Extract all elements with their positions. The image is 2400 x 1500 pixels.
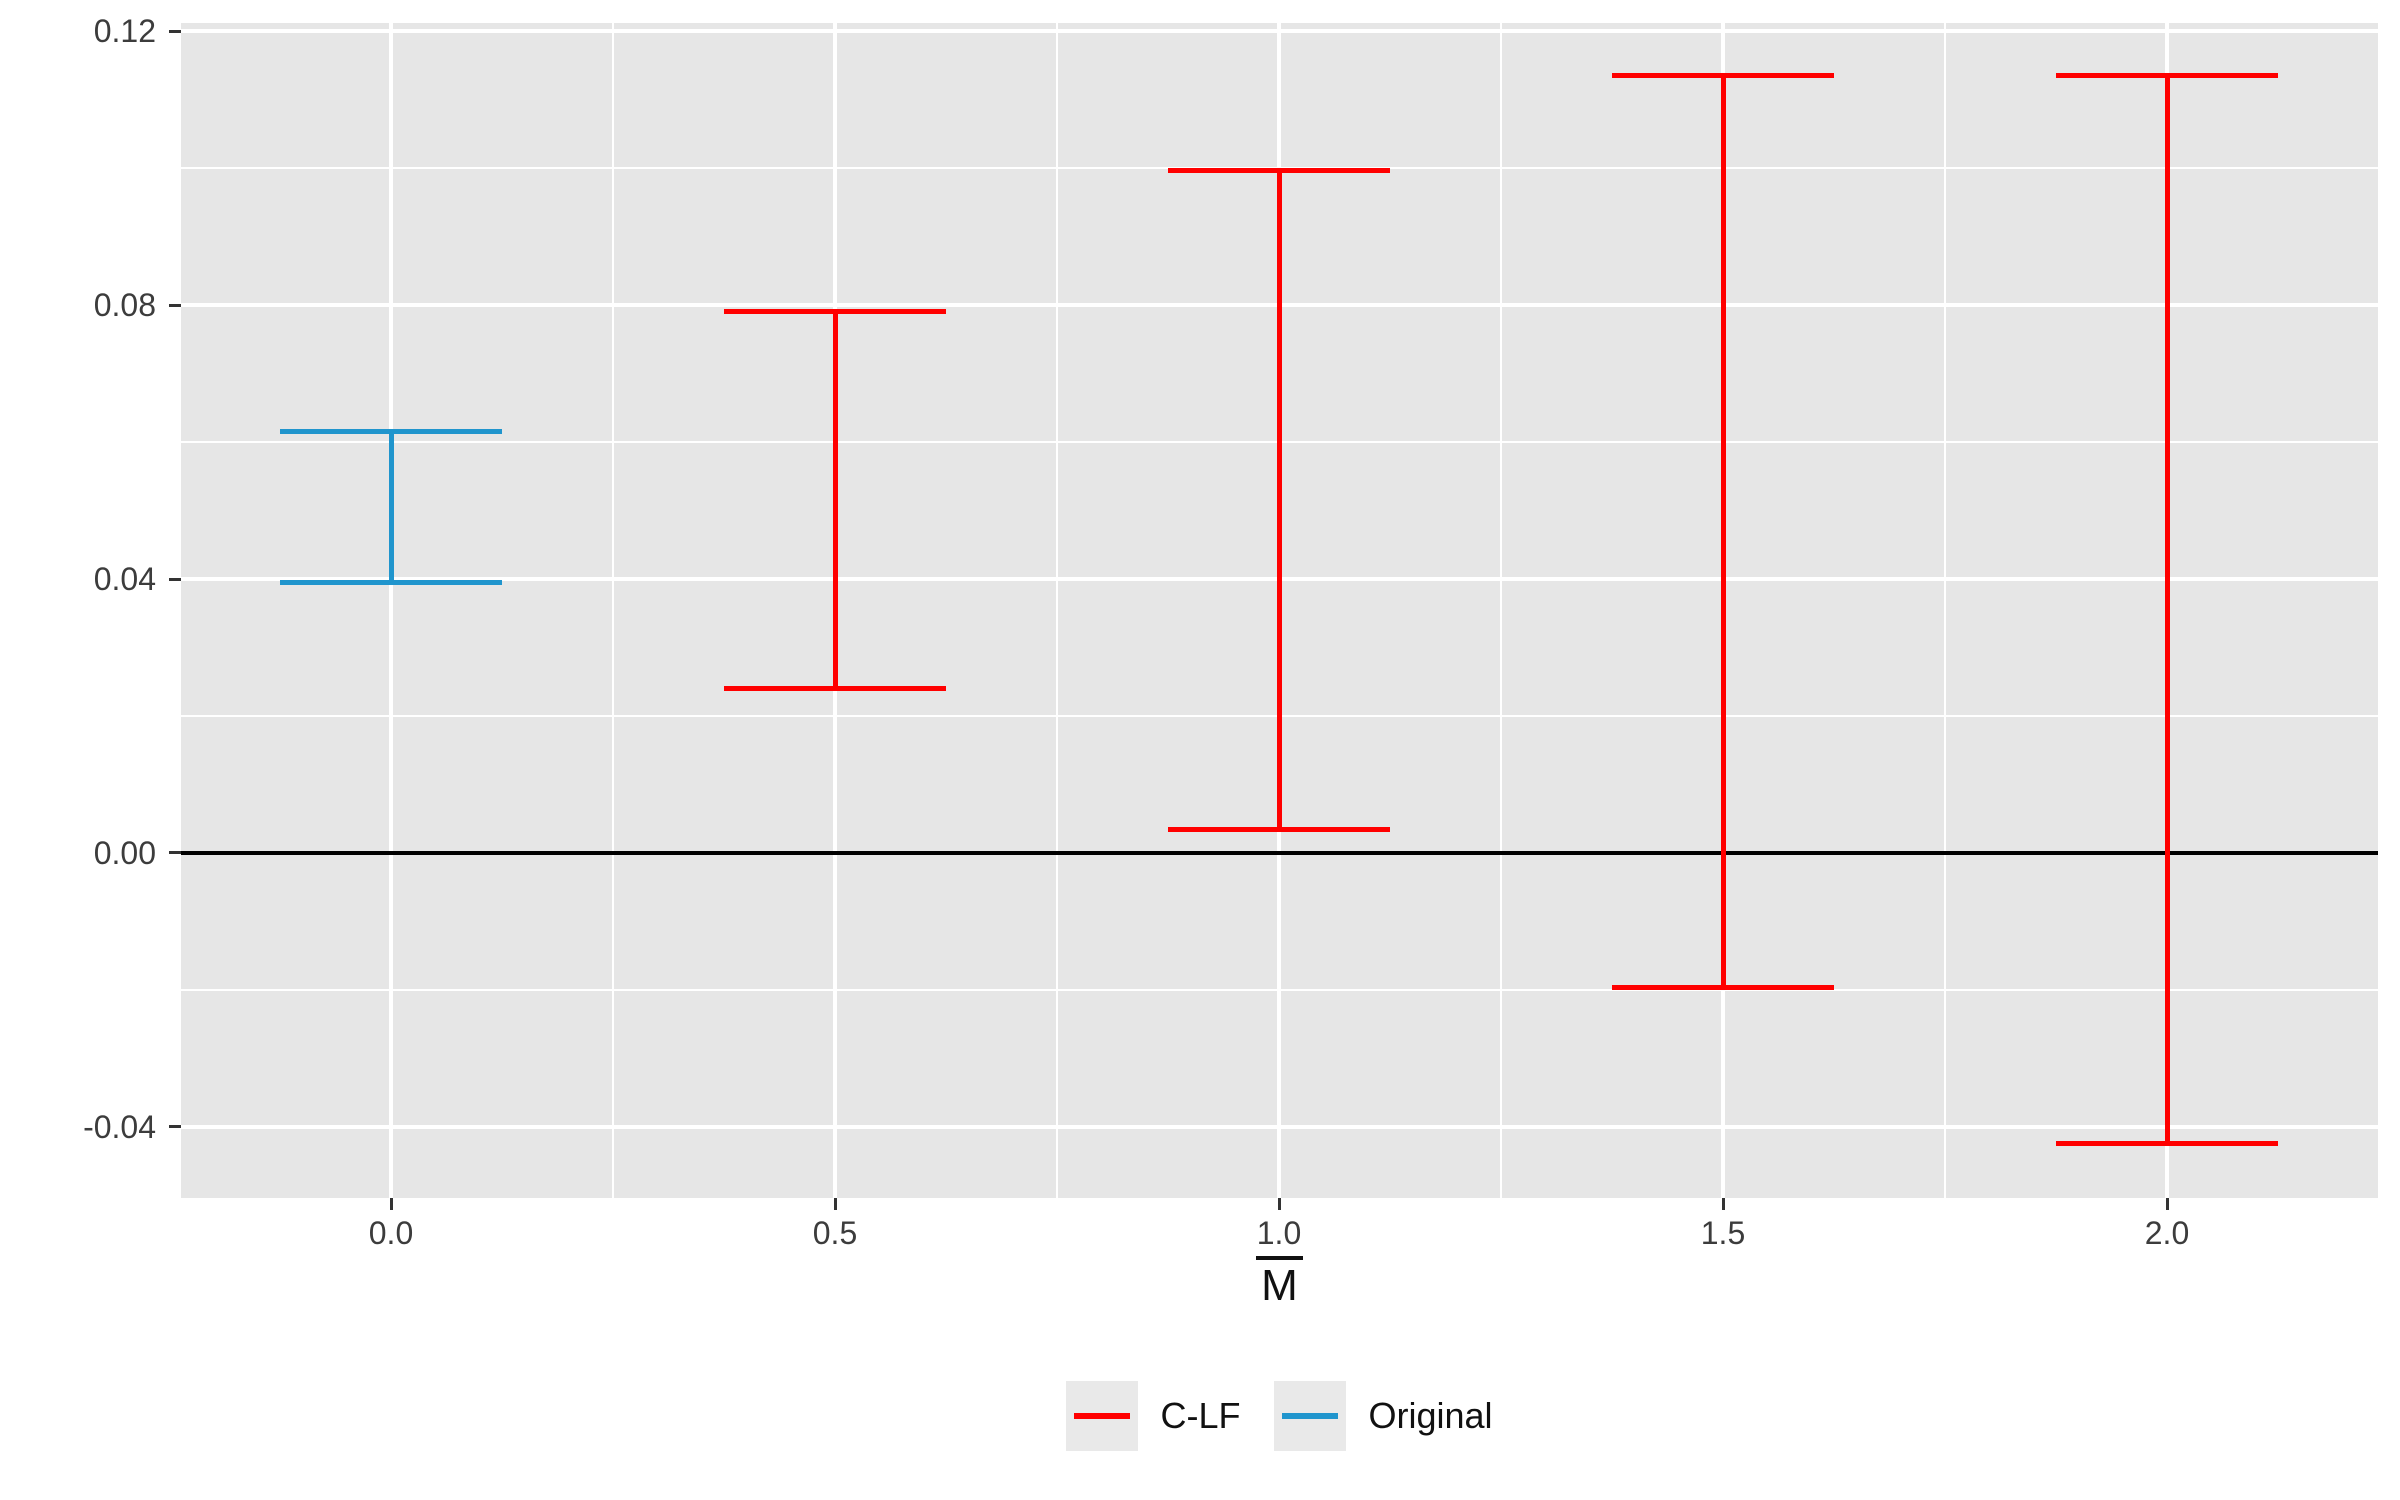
x-axis-title: M [181, 1256, 2378, 1311]
gridline-minor-v [1944, 23, 1946, 1198]
x-axis-tick-label: 2.0 [2144, 1215, 2190, 1251]
errorbar-cap-top [2056, 73, 2278, 79]
gridline-minor-v [612, 23, 614, 1198]
errorbar-cap-bottom [280, 579, 502, 585]
legend-key-line-icon [1074, 1413, 1131, 1419]
legend-label-original: Original [1368, 1395, 1493, 1436]
y-axis-tick-label: 0.00 [93, 834, 156, 871]
x-axis-tick [1277, 1198, 1281, 1210]
y-axis-tick [169, 1125, 181, 1129]
x-axis-tick-label: 1.5 [1700, 1215, 1746, 1251]
gridline-minor-v [1500, 23, 1502, 1198]
errorbar-stem [2164, 75, 2170, 1144]
y-axis-tick [169, 303, 181, 307]
errorbar-cap-bottom [2056, 1141, 2278, 1147]
x-axis-title-text: M [1256, 1256, 1303, 1309]
errorbar-cap-top [280, 429, 502, 435]
x-axis-tick [2165, 1198, 2169, 1210]
x-axis-tick-label: 0.5 [812, 1215, 858, 1251]
y-axis-tick [169, 577, 181, 581]
x-axis-tick [1721, 1198, 1725, 1210]
errorbar-cap-bottom [724, 686, 946, 692]
x-axis-tick-label: 1.0 [1256, 1215, 1302, 1251]
errorbar-cap-top [1168, 168, 1390, 174]
y-axis-tick [169, 851, 181, 855]
x-axis-tick [833, 1198, 837, 1210]
legend-label-c-lf: C-LF [1160, 1395, 1241, 1436]
legend-key-line-icon [1282, 1413, 1339, 1419]
errorbar-cap-top [724, 309, 946, 315]
errorbar-stem [388, 431, 394, 583]
plot-panel [181, 23, 2378, 1198]
legend-key-c-lf [1066, 1381, 1139, 1451]
errorbar-stem [1276, 170, 1282, 830]
errorbar-cap-bottom [1168, 827, 1390, 833]
y-axis-tick [169, 29, 181, 33]
errorbar-stem [832, 311, 838, 689]
y-axis-tick-label: 0.12 [93, 13, 156, 50]
errorbar-stem [1720, 75, 1726, 988]
y-axis-tick-label: 0.08 [93, 287, 156, 324]
zero-reference-line [181, 850, 2378, 855]
x-axis-tick [389, 1198, 393, 1210]
x-axis-tick-label: 0.0 [368, 1215, 414, 1251]
legend-key-original [1274, 1381, 1347, 1451]
legend-item-c-lf: C-LF [1066, 1381, 1240, 1451]
legend: C-LF Original [181, 1381, 2378, 1451]
gridline-major-v [389, 23, 393, 1198]
errorbar-cap-top [1612, 72, 1834, 78]
gridline-minor-v [1056, 23, 1058, 1198]
errorbar-cap-bottom [1612, 984, 1834, 990]
legend-item-original: Original [1274, 1381, 1493, 1451]
y-axis-tick-label: 0.04 [93, 561, 156, 597]
y-axis-tick-label: -0.04 [83, 1108, 156, 1145]
